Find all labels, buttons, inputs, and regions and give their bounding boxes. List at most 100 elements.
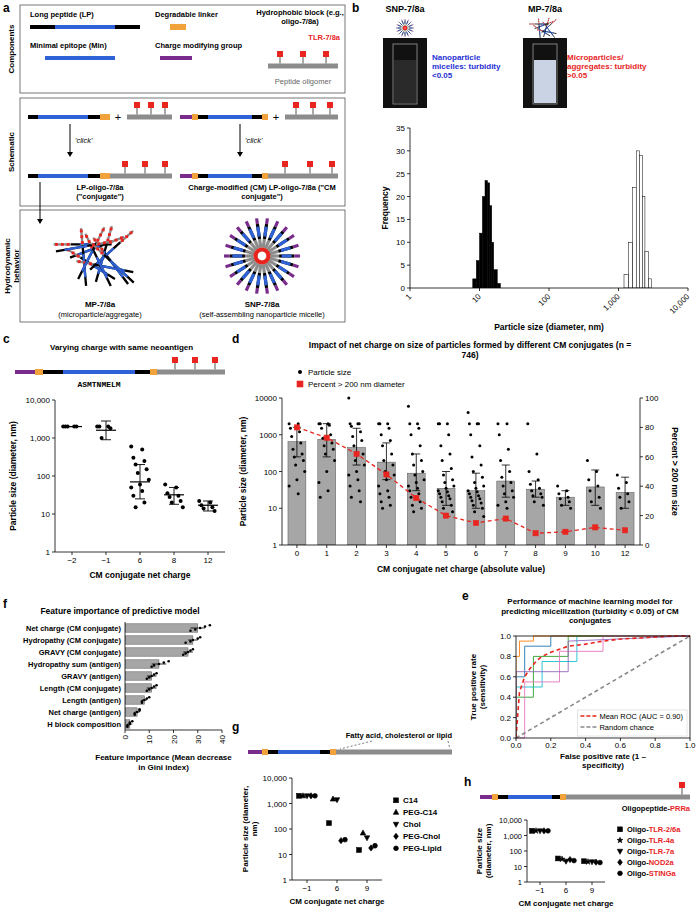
error-bar xyxy=(565,491,566,506)
aggregate-agonist xyxy=(552,22,553,23)
micelle-spoke xyxy=(237,280,241,284)
aggregate-agonist xyxy=(102,228,105,231)
text-part: Oligo- xyxy=(627,825,649,834)
aggregate-strand xyxy=(54,243,71,245)
text-line: nm) xyxy=(250,821,259,836)
marker xyxy=(598,860,603,865)
label: Long peptide (LP) xyxy=(30,10,94,19)
histogram-bar xyxy=(497,283,500,288)
micelle-spoke xyxy=(269,227,275,241)
segment xyxy=(560,794,566,800)
tlr-agonist xyxy=(307,161,313,167)
point xyxy=(155,684,158,687)
micelle-spoke xyxy=(413,28,414,29)
micelle-spoke xyxy=(293,245,298,247)
error-bar xyxy=(190,628,205,629)
micelle-spoke xyxy=(235,239,248,247)
point xyxy=(147,478,151,482)
point xyxy=(526,422,529,425)
tick xyxy=(513,738,516,739)
tick-label: 3 xyxy=(384,549,389,558)
aggregate-agonist xyxy=(61,243,64,246)
point xyxy=(473,481,476,484)
micelle-spoke xyxy=(283,280,287,284)
annotation: Fatty acid, cholesterol or lipid xyxy=(346,731,453,740)
line xyxy=(297,427,625,533)
aggregate-agonist xyxy=(109,240,112,243)
micelle-spoke xyxy=(264,273,266,288)
marker xyxy=(533,531,538,536)
tick xyxy=(540,882,541,885)
mean-line xyxy=(62,426,82,427)
axis-line xyxy=(640,398,641,545)
point xyxy=(352,444,355,447)
axis-title: CM conjugate net charge xyxy=(518,899,614,908)
segment xyxy=(330,749,336,755)
error-bar xyxy=(147,676,157,677)
label: TLR-7/8a xyxy=(308,33,341,42)
text-part: Oligo- xyxy=(627,836,649,845)
point xyxy=(467,411,470,414)
tick-label: 1,000 xyxy=(267,800,288,809)
frame xyxy=(516,636,690,738)
segment xyxy=(160,56,192,60)
plot-area xyxy=(530,828,603,866)
point xyxy=(447,433,450,436)
stem xyxy=(313,108,314,115)
tick-label: 8 xyxy=(172,556,177,565)
point xyxy=(377,485,380,488)
tlr-agonist xyxy=(679,782,685,788)
point xyxy=(333,459,336,462)
tick xyxy=(407,150,410,151)
tick xyxy=(367,880,368,883)
micelle-spoke xyxy=(409,25,412,26)
micelle-spoke xyxy=(265,227,266,237)
point xyxy=(297,492,300,495)
point xyxy=(565,489,568,492)
segment xyxy=(498,795,560,799)
point xyxy=(360,439,363,442)
tick-label: 0 xyxy=(295,549,300,558)
tick-label: 0 xyxy=(401,284,406,293)
cuvette xyxy=(393,44,417,104)
error-bar xyxy=(140,465,141,499)
micelle-spoke xyxy=(246,221,248,226)
label: Hydrophobic block (e.g.,oligo-7/8a) xyxy=(256,8,344,26)
point xyxy=(362,452,365,455)
aggregate-agonist xyxy=(121,239,124,242)
point xyxy=(155,672,158,675)
point xyxy=(472,504,475,507)
micelle-spoke xyxy=(260,239,261,248)
point xyxy=(535,452,538,455)
text-part: NOD2a xyxy=(649,858,675,867)
aggregate-agonist xyxy=(548,20,549,21)
point xyxy=(126,726,129,729)
point xyxy=(480,464,483,467)
label: Minimal epitope (Min) xyxy=(30,41,107,50)
point xyxy=(386,422,389,425)
tick xyxy=(640,515,643,516)
tick-label: 5 xyxy=(401,261,406,270)
micelle-spoke xyxy=(250,274,254,283)
marker xyxy=(297,381,303,387)
tick-label: 100 xyxy=(264,468,278,477)
histogram-bar xyxy=(480,233,483,288)
tlr-agonist xyxy=(300,51,306,57)
aggregate-agonist xyxy=(534,24,535,25)
label: ASMTNMELM xyxy=(77,380,120,389)
point xyxy=(499,459,502,462)
tick xyxy=(407,219,410,220)
segment xyxy=(170,24,186,30)
micelle-spoke xyxy=(408,23,410,25)
tick-label: 2 xyxy=(354,549,359,558)
micelle-spoke xyxy=(255,240,259,248)
section-box xyxy=(20,5,345,93)
segment xyxy=(30,25,140,29)
micelle-spoke xyxy=(279,240,287,245)
tick xyxy=(279,434,282,435)
point xyxy=(439,444,442,447)
point xyxy=(347,474,350,477)
point xyxy=(136,711,139,714)
marker xyxy=(394,798,399,803)
aggregate-strand xyxy=(537,25,544,28)
